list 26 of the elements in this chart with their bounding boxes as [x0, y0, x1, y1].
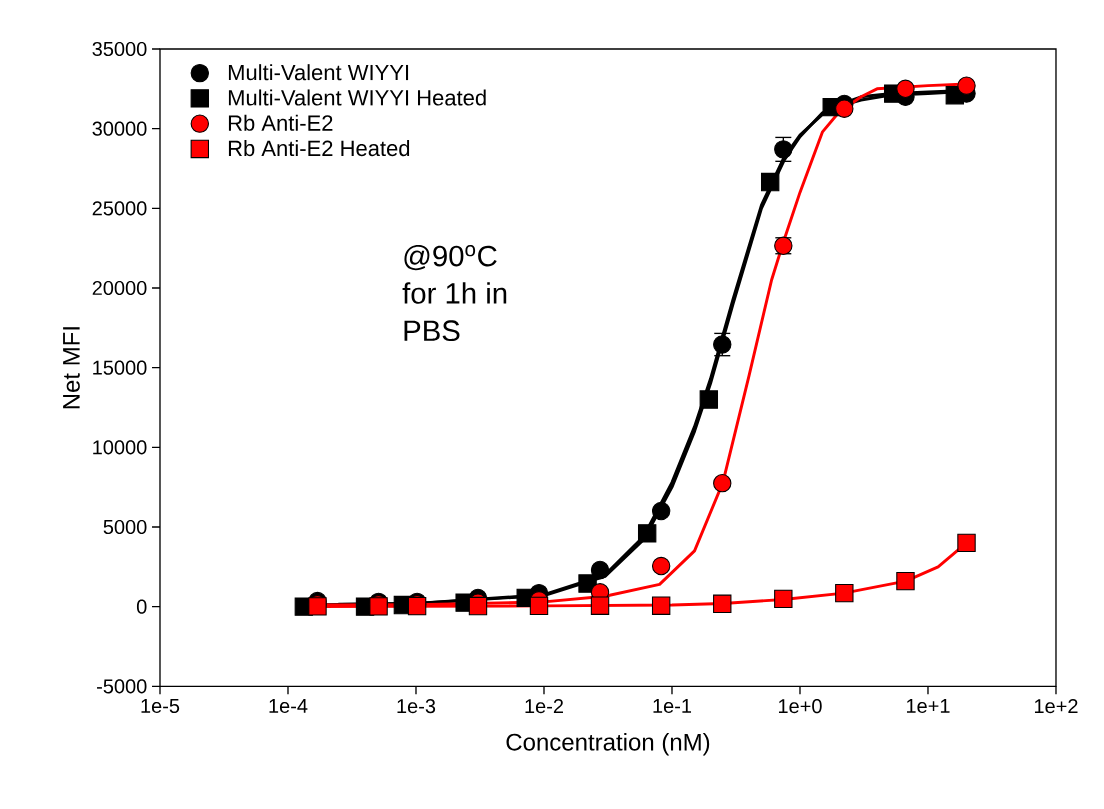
x-tick-label: 1e-1	[653, 699, 692, 713]
y-tick-label: 25000	[92, 201, 147, 216]
y-tick-label: 30000	[92, 121, 147, 136]
legend-label: Rb Anti-E2 Heated	[228, 139, 410, 157]
x-tick-label: 1e-2	[525, 699, 563, 714]
x-tick-label: 1e+2	[1034, 699, 1078, 714]
legend-label: Rb Anti-E2	[228, 114, 333, 131]
x-tick-label: 1e-5	[141, 699, 180, 713]
y-tick-label: -5000	[97, 679, 147, 694]
x-tick-label: 1e+1	[906, 699, 950, 713]
y-tick-label: 15000	[93, 360, 147, 375]
x-axis-title: Concentration (nM)	[506, 733, 710, 756]
y-tick-label: 0	[136, 599, 147, 614]
y-tick-label: 10000	[93, 440, 147, 455]
y-tick-label: 5000	[103, 519, 147, 535]
y-axis-title: Net MFI	[63, 327, 80, 409]
annotation: PBS	[404, 320, 460, 342]
legend-label: Multi-Valent WIYYI Heated	[228, 89, 486, 106]
annotation: for 1h in	[402, 282, 507, 304]
y-tick-label: 35000	[92, 41, 147, 57]
y-tick-label: 20000	[92, 280, 147, 296]
x-tick-label: 1e+0	[778, 699, 822, 714]
x-tick-label: 1e-4	[269, 699, 308, 713]
legend-label: Multi-Valent WIYYI	[228, 64, 409, 81]
annotation: @90$^{o}$C	[404, 244, 497, 271]
x-tick-label: 1e-3	[397, 699, 436, 714]
